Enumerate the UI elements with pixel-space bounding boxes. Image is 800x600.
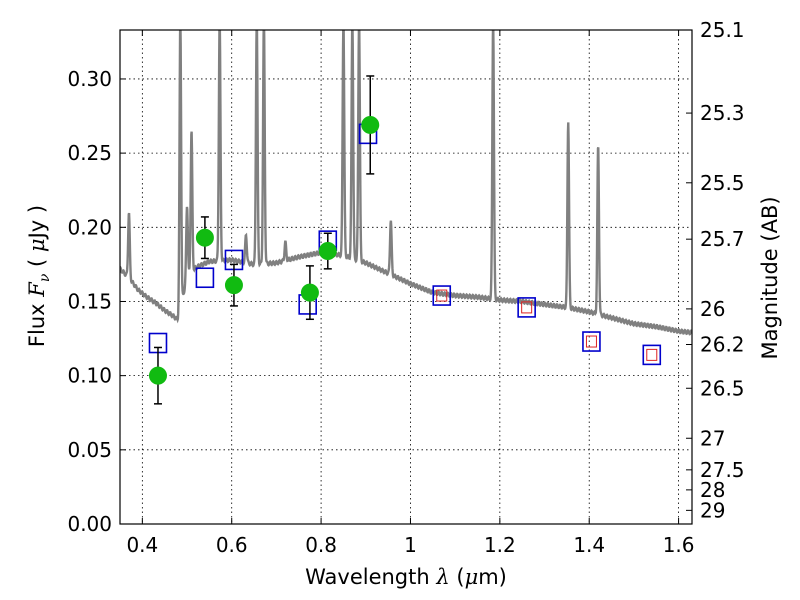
model-square-marker bbox=[517, 297, 536, 318]
y2-tick-label: 28 bbox=[700, 478, 725, 502]
y-tick-label: 0.00 bbox=[67, 512, 112, 536]
y-tick-label: 0.20 bbox=[67, 215, 112, 239]
y2-axis-title: Magnitude (AB) bbox=[758, 196, 782, 359]
y-tick-label: 0.10 bbox=[67, 364, 112, 388]
model-nir-square-marker bbox=[646, 348, 658, 361]
spectrum-line bbox=[120, 30, 692, 336]
y2-tick-label: 26.2 bbox=[700, 332, 745, 356]
y2-tick-label: 26.5 bbox=[700, 376, 745, 400]
x-tick-label: 0.4 bbox=[126, 533, 158, 557]
observed-point bbox=[195, 228, 214, 247]
model-square-marker bbox=[195, 267, 215, 289]
y-axis-title: Flux Fν ( μJy ) bbox=[25, 205, 53, 347]
x-tick-label: 1.6 bbox=[663, 533, 695, 557]
x-tick-label: 1 bbox=[404, 533, 417, 557]
observed-point bbox=[361, 115, 380, 134]
y-tick-label: 0.25 bbox=[67, 141, 112, 165]
observed-point bbox=[318, 242, 337, 261]
model-square-marker bbox=[432, 285, 452, 306]
x-axis-title: Wavelength λ (μm) bbox=[305, 565, 507, 589]
x-tick-label: 1.4 bbox=[573, 533, 605, 557]
y-tick-label: 0.15 bbox=[67, 289, 112, 313]
observed-point bbox=[300, 283, 319, 302]
y2-tick-label: 29 bbox=[700, 498, 725, 522]
y2-tick-label: 25.1 bbox=[700, 18, 745, 42]
observed-point bbox=[148, 366, 167, 385]
model-nir-square-marker bbox=[521, 301, 533, 314]
y2-tick-label: 27 bbox=[700, 426, 725, 450]
x-tick-label: 0.8 bbox=[305, 533, 337, 557]
observed-photometry-points bbox=[148, 75, 380, 405]
x-tick-label: 1.2 bbox=[484, 533, 516, 557]
model-nir-square-marker bbox=[436, 289, 448, 302]
y2-tick-label: 26 bbox=[700, 297, 725, 321]
y2-tick-label: 25.3 bbox=[700, 101, 745, 125]
plot-frame bbox=[119, 29, 693, 525]
model-nir-square-marker bbox=[585, 335, 597, 348]
y-tick-label: 0.30 bbox=[67, 67, 112, 91]
model-spectrum bbox=[120, 30, 692, 336]
y2-tick-label: 27.5 bbox=[700, 458, 745, 482]
model-photometry-squares bbox=[148, 123, 662, 366]
y2-tick-label: 25.5 bbox=[700, 171, 745, 195]
observed-point bbox=[224, 276, 243, 295]
axis-ticks: 0.4 0.6 0.8 1 1.2 1.4 1.6 0.00 0.05 0.10 0.15 0.20 0… bbox=[67, 18, 744, 557]
model-square-marker bbox=[642, 344, 662, 366]
y2-tick-label: 25.7 bbox=[700, 227, 745, 251]
grid bbox=[120, 30, 692, 525]
x-tick-label: 0.6 bbox=[216, 533, 248, 557]
y-tick-label: 0.05 bbox=[67, 438, 112, 462]
model-square-marker bbox=[582, 331, 601, 352]
